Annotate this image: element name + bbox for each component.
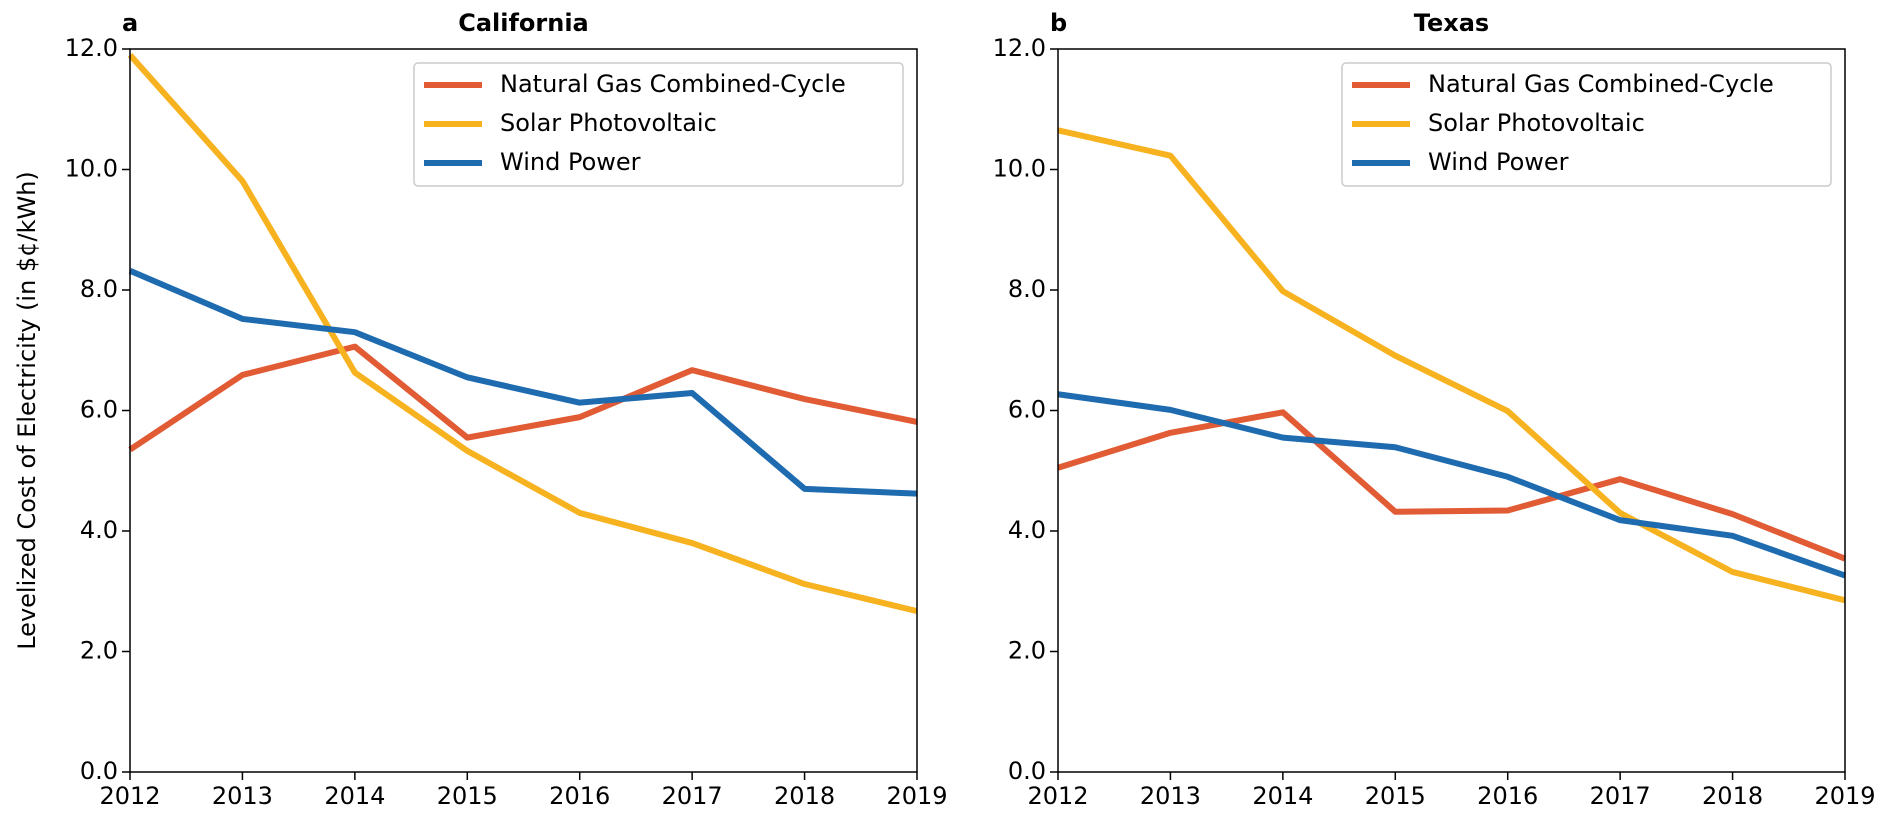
x-tick-label: 2013 [1140,782,1201,810]
y-tick-label: 2.0 [80,637,118,665]
legend-label: Natural Gas Combined-Cycle [1428,70,1774,98]
plot-frame [1057,48,1846,773]
y-tick-label: 8.0 [80,275,118,303]
legend-label: Solar Photovoltaic [1428,109,1645,137]
x-tick-label: 2017 [1590,782,1651,810]
legend-box [1341,62,1832,187]
series-line [128,343,918,453]
x-tick-label: 2016 [1477,782,1538,810]
y-tick-label: 10.0 [65,155,118,183]
y-tick-label: 8.0 [1008,275,1046,303]
legend-label: Wind Power [500,148,641,176]
chart-title: Texas [1414,9,1489,37]
legend-label: Natural Gas Combined-Cycle [500,70,846,98]
x-tick-label: 2013 [212,782,273,810]
y-tick-label: 12.0 [65,34,118,62]
plot-frame [129,48,918,773]
y-tick-label: 4.0 [80,516,118,544]
y-tick-label: 6.0 [1008,396,1046,424]
x-tick-label: 2016 [549,782,610,810]
x-tick-label: 2015 [1365,782,1426,810]
y-tick-label: 6.0 [80,396,118,424]
x-tick-label: 2012 [99,782,160,810]
y-tick-label: 2.0 [1008,637,1046,665]
y-tick-label: 0.0 [1008,757,1046,785]
legend-label: Wind Power [1428,148,1569,176]
panel-label: a [122,9,138,37]
panel-label: b [1050,9,1067,37]
legend-label: Solar Photovoltaic [500,109,717,137]
x-tick-label: 2018 [774,782,835,810]
series-line [128,267,918,497]
chart-panel: a California Levelized Cost of Electricity… [13,9,948,810]
x-tick-label: 2014 [1252,782,1313,810]
x-tick-label: 2015 [437,782,498,810]
series-line [1057,409,1847,562]
x-tick-label: 2017 [662,782,723,810]
x-tick-label: 2019 [886,782,947,810]
x-tick-label: 2012 [1027,782,1088,810]
y-tick-label: 4.0 [1008,516,1046,544]
series-line [1057,391,1847,579]
y-tick-label: 0.0 [80,757,118,785]
series-line [127,53,918,615]
x-tick-label: 2014 [324,782,385,810]
y-tick-label: 12.0 [993,34,1046,62]
chart-panel: b Texas 0.0 2.0 4.0 6.0 8.0 10.0 12.0 2012 2013 201… [993,9,1876,810]
chart-title: California [458,9,589,37]
x-tick-label: 2018 [1702,782,1763,810]
y-tick-label: 10.0 [993,155,1046,183]
series-line [1057,127,1846,604]
x-tick-label: 2019 [1814,782,1875,810]
y-axis-label: Levelized Cost of Electricity (in $¢/kWh… [13,171,41,650]
legend-box [413,62,904,187]
